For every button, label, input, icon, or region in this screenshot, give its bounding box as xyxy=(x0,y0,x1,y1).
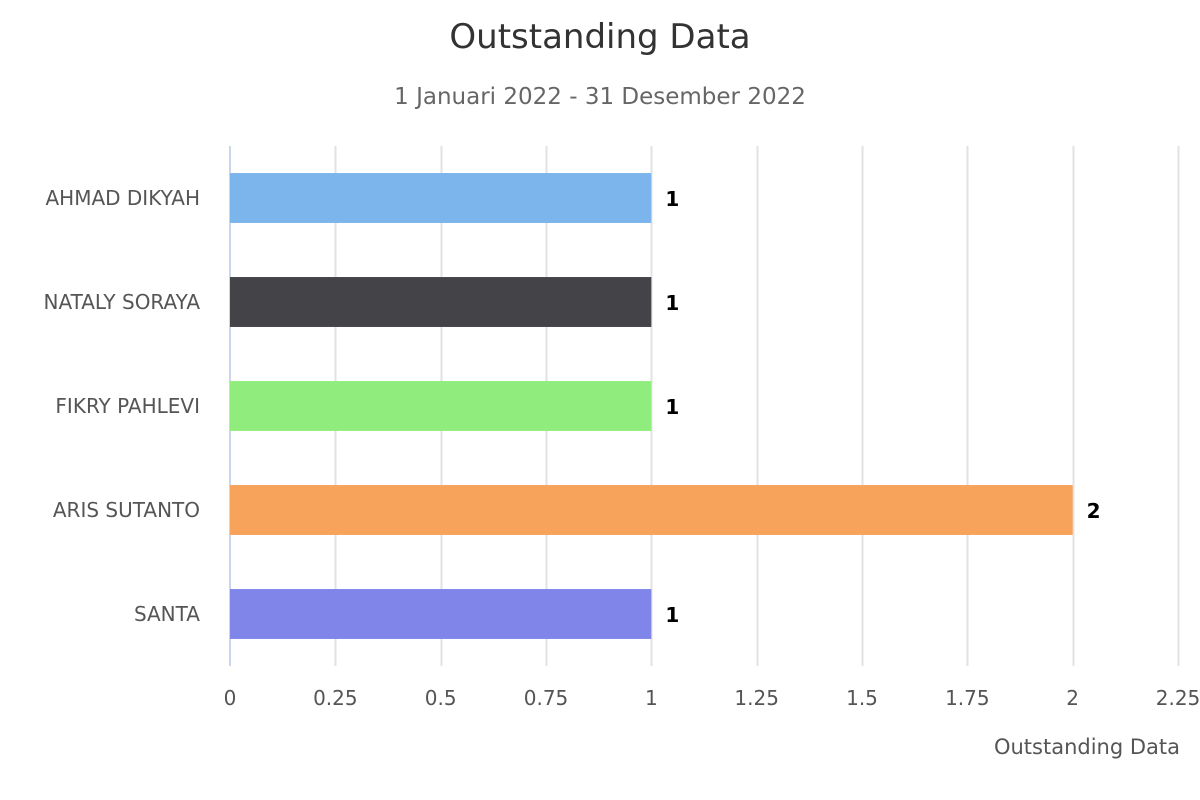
category-label: SANTA xyxy=(134,602,200,626)
category-label: NATALY SORAYA xyxy=(44,290,201,314)
x-axis-title: Outstanding Data xyxy=(994,735,1180,759)
chart-title: Outstanding Data xyxy=(449,17,750,57)
data-label: 1 xyxy=(665,187,679,211)
x-tick-label: 1.5 xyxy=(846,686,878,710)
x-tick-label: 2 xyxy=(1066,686,1079,710)
x-tick-labels: 0 0.25 0.5 0.75 1 1.25 1.5 1.75 2 2.25 xyxy=(224,686,1200,710)
bar[interactable] xyxy=(230,485,1073,535)
data-label: 1 xyxy=(665,395,679,419)
category-label: FIKRY PAHLEVI xyxy=(55,394,200,418)
x-tick-label: 0.75 xyxy=(524,686,569,710)
x-tick-label: 0 xyxy=(224,686,237,710)
x-tick-label: 1.25 xyxy=(734,686,779,710)
bar[interactable] xyxy=(230,173,652,223)
data-label: 1 xyxy=(665,291,679,315)
chart-subtitle: 1 Januari 2022 - 31 Desember 2022 xyxy=(394,84,806,110)
data-label: 2 xyxy=(1087,499,1101,523)
x-tick-label: 1 xyxy=(645,686,658,710)
data-labels: 1 1 1 2 1 xyxy=(665,187,1100,627)
x-tick-label: 1.75 xyxy=(945,686,990,710)
category-label: ARIS SUTANTO xyxy=(53,498,200,522)
bar[interactable] xyxy=(230,277,652,327)
bar[interactable] xyxy=(230,589,652,639)
x-tick-label: 0.5 xyxy=(425,686,457,710)
bar[interactable] xyxy=(230,381,652,431)
data-label: 1 xyxy=(665,603,679,627)
x-tick-label: 0.25 xyxy=(313,686,358,710)
category-label: AHMAD DIKYAH xyxy=(45,186,200,210)
gridlines xyxy=(229,146,1180,666)
category-labels: AHMAD DIKYAH NATALY SORAYA FIKRY PAHLEVI AR… xyxy=(44,186,201,626)
bars xyxy=(230,173,1073,639)
x-tick-label: 2.25 xyxy=(1156,686,1200,710)
